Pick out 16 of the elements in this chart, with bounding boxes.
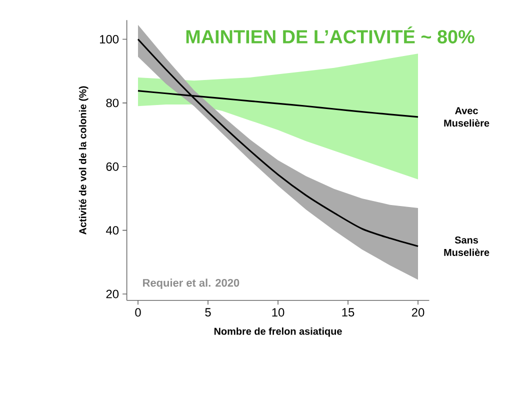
y-tick-label: 20 [106,290,119,298]
x-tick-label: 5 [205,308,211,317]
y-tick-label: 80 [106,98,119,108]
x-tick-label: 20 [412,308,424,317]
text: Sans Muselière [444,236,490,256]
annotation: Requier et al. 2020 [143,278,240,289]
y-tick-label: 60 [106,162,119,171]
x-axis-title: Nombre de frelon asiatique [214,327,342,337]
chart-title: MAINTIEN DE L’ACTIVITÉ ~ 80% [186,26,474,44]
y-tick-label: 100 [100,35,119,44]
x-tick-label: 0 [135,308,141,317]
y-axis-title: Activité de vol de la colonie (%) [78,86,88,234]
text: Avec Muselière [444,107,490,127]
x-tick-label: 10 [272,308,284,317]
y-tick-label: 40 [106,226,119,235]
x-tick-label: 15 [342,308,354,317]
